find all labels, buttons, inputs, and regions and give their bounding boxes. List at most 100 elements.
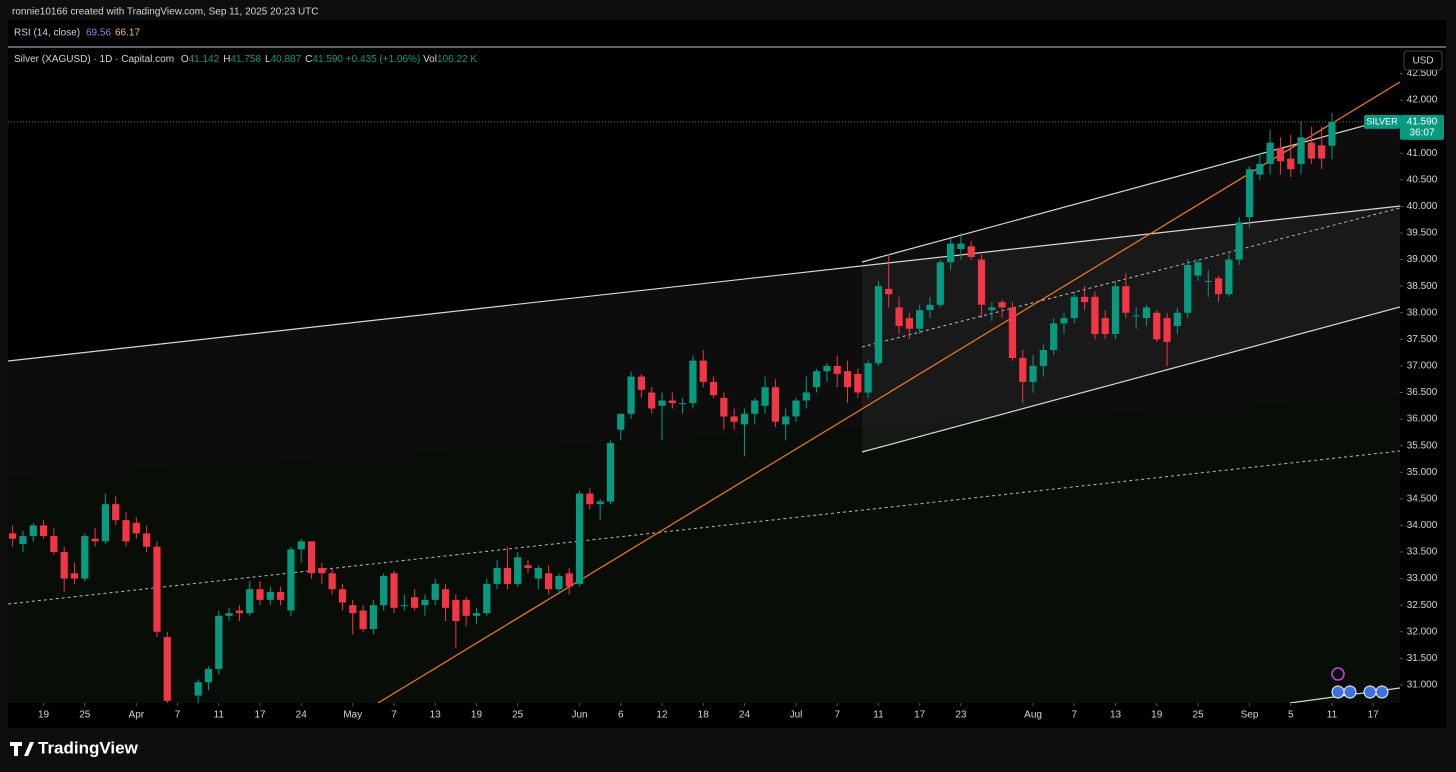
candle-body (823, 365, 831, 372)
candle-body (648, 392, 656, 409)
candle-body (637, 376, 645, 390)
candle-body (1225, 259, 1233, 295)
trend-line (861, 115, 1400, 263)
candle-body (19, 536, 27, 545)
last-price: 41.590 (1407, 117, 1438, 128)
x-tick-label: 5 (1288, 710, 1294, 721)
candle-body (29, 525, 37, 537)
y-tick-label: 34.000 (1407, 520, 1438, 531)
candle-body (153, 546, 161, 632)
candle-body (472, 613, 481, 616)
x-tick-label: 6 (618, 710, 624, 721)
x-tick-label: 17 (254, 710, 266, 721)
event-icon[interactable] (1331, 667, 1345, 681)
y-tick-label: 37.000 (1407, 361, 1438, 372)
candle-body (194, 682, 202, 696)
trend-line (861, 207, 1400, 348)
candle-body (1008, 307, 1017, 358)
indicator-pane (8, 20, 1446, 46)
y-tick-label: 31.000 (1407, 680, 1438, 691)
x-tick-label: 19 (471, 710, 483, 721)
x-tick-label: 25 (79, 710, 91, 721)
x-tick-label: 24 (296, 710, 308, 721)
candle-body (905, 318, 913, 329)
candle-body (112, 504, 120, 521)
author-line: ronnie10166 created with TradingView.com… (12, 7, 319, 18)
field-value: 41.590 (312, 54, 343, 65)
candle-body (864, 363, 872, 393)
candle-body (1111, 286, 1120, 335)
candle-body (215, 615, 223, 669)
x-tick-label: 13 (430, 710, 442, 721)
candle-body (617, 413, 625, 430)
ohlc-fields: O41.142 H41.758 L40.887 C41.590 (177, 54, 343, 65)
x-tick-label: 7 (391, 710, 397, 721)
candle-body (885, 288, 893, 295)
trend-line (8, 205, 1400, 362)
candle-body (946, 243, 955, 263)
candle-body (369, 605, 378, 630)
field-label: O (180, 54, 189, 65)
candle-body (627, 376, 635, 414)
candle-body (596, 501, 604, 505)
candle-body (761, 387, 769, 406)
candle-body (1101, 318, 1109, 335)
candle-body (730, 416, 738, 422)
candle-body (1266, 142, 1274, 164)
y-tick-label: 40.500 (1407, 174, 1438, 185)
candle-body (70, 573, 79, 579)
candle-body (50, 536, 58, 553)
currency[interactable]: USD (1412, 56, 1433, 67)
candle-body (411, 597, 419, 608)
currency-button[interactable] (1403, 50, 1443, 71)
candle-body (1050, 323, 1058, 350)
x-tick-label: Aug (1024, 710, 1042, 721)
candle-body (586, 493, 594, 505)
x-tick-label: 11 (214, 710, 225, 721)
candle-body (967, 246, 975, 257)
x-tick-label: 7 (834, 710, 840, 721)
candle-body (802, 392, 810, 401)
candle-body (235, 610, 244, 614)
y-tick-label: 32.500 (1407, 600, 1438, 611)
candle-body (1245, 169, 1254, 218)
x-tick-label: May (343, 710, 362, 721)
candle-body (349, 605, 357, 614)
event-icon[interactable] (1363, 685, 1377, 699)
candle-body (957, 243, 965, 249)
candle-body (514, 557, 522, 584)
event-icon[interactable] (1331, 685, 1345, 699)
y-tick-label: 34.500 (1407, 493, 1438, 504)
field-value: 41.758 (230, 54, 262, 65)
candle-body (431, 583, 439, 600)
candle-body (689, 360, 697, 404)
candle-body (132, 522, 140, 534)
y-tick-label: 33.000 (1407, 573, 1438, 584)
candle-body (1276, 147, 1285, 162)
event-icon[interactable] (1375, 685, 1389, 699)
candle-body (493, 567, 501, 584)
volume-label: Vol (423, 54, 437, 65)
candle-body (720, 397, 728, 417)
candle-body (390, 573, 398, 608)
channel-fill (862, 116, 1400, 452)
y-tick-label: 31.500 (1407, 653, 1438, 664)
trend-line (8, 450, 1400, 605)
candle-body (812, 371, 821, 388)
channel-fill (8, 206, 1400, 477)
candle-body (1214, 278, 1223, 295)
candle-body (9, 533, 17, 539)
symbol-tag: SILVER (1366, 116, 1398, 126)
candle-body (60, 552, 68, 579)
candle-body (1256, 163, 1264, 175)
candle-body (204, 668, 213, 683)
event-icon[interactable] (1343, 685, 1357, 699)
y-tick-label: 35.000 (1407, 467, 1438, 478)
chart-title: Silver (XAGUSD) · 1D · Capital.com (14, 54, 175, 65)
x-tick-label: 7 (1072, 710, 1078, 721)
candle-body (1318, 145, 1326, 159)
x-tick-label: 19 (38, 710, 50, 721)
candle-body (524, 565, 532, 568)
candle-body (782, 416, 790, 425)
